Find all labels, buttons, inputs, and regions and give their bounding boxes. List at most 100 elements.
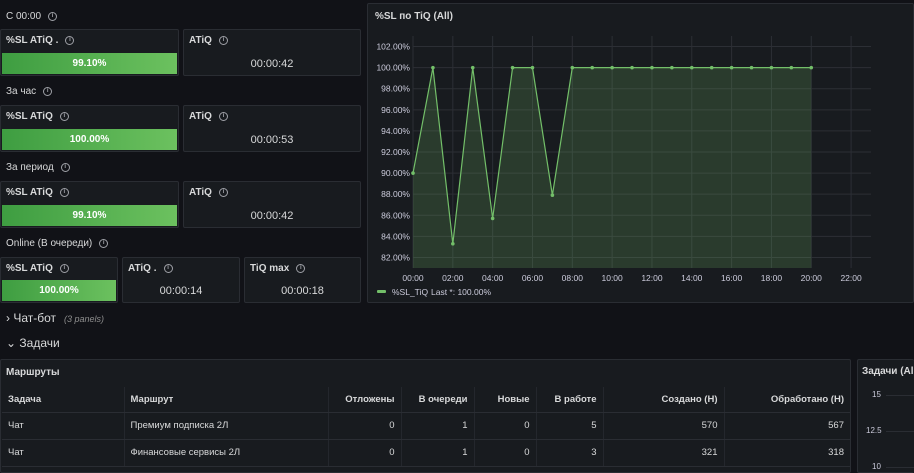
- x-tick-label: 12:00: [641, 273, 663, 283]
- x-tick-label: 20:00: [801, 273, 823, 283]
- table-cell: Финансовые сервисы 2Л: [123, 439, 328, 467]
- atiq-value: 00:00:42: [250, 210, 294, 222]
- section-chatbot[interactable]: › Чат-бот (3 panels): [6, 311, 105, 325]
- online-sl-atiq-panel: %SL ATiQ i 100.00%: [0, 257, 118, 303]
- table-cell: 1: [400, 439, 474, 467]
- column-header[interactable]: Новые: [473, 387, 536, 413]
- chevron-down-icon: ⌄: [6, 336, 17, 350]
- panel-title: %SL ATiQ i: [6, 187, 69, 198]
- data-point: [411, 171, 415, 175]
- atiq-panel: ATiQ i 00:00:42: [183, 181, 361, 228]
- x-tick-label: 04:00: [482, 273, 504, 283]
- sl-atiq-panel: %SL ATiQ i 100.00%: [0, 105, 179, 152]
- table-cell: 318: [723, 439, 850, 467]
- row-label-period: За период i: [6, 162, 70, 173]
- y-tick-label: 10: [872, 462, 881, 471]
- y-tick-label: 98.00%: [381, 84, 410, 94]
- table-cell: 0: [473, 412, 536, 440]
- column-header[interactable]: В работе: [535, 387, 603, 413]
- x-tick-label: 00:00: [402, 273, 424, 283]
- info-icon[interactable]: i: [65, 35, 75, 45]
- x-tick-label: 06:00: [522, 273, 544, 283]
- data-point: [610, 65, 614, 70]
- legend-label: %SL_TiQ: [392, 287, 428, 297]
- column-header[interactable]: Создано (Н): [602, 387, 724, 413]
- info-icon[interactable]: i: [60, 162, 70, 172]
- sl-atiq-panel: %SL ATiQ i 99.10%: [0, 181, 179, 228]
- table-row: Чат Премиум подписка 2Л 0 1 0 5 570 567: [2, 412, 850, 440]
- tasks-chart-panel[interactable]: Задачи (All 15 12.5 10: [857, 359, 914, 473]
- y-tick-label: 82.00%: [381, 252, 410, 262]
- y-tick-label: 84.00%: [381, 231, 410, 241]
- section-tasks[interactable]: ⌄ Задачи: [6, 336, 60, 350]
- info-icon[interactable]: i: [218, 111, 228, 121]
- data-point: [729, 65, 734, 70]
- info-icon[interactable]: i: [218, 187, 228, 197]
- y-tick-label: 86.00%: [381, 210, 410, 220]
- data-point: [789, 65, 794, 70]
- y-tick-label: 90.00%: [381, 168, 410, 178]
- table-cell: 570: [602, 412, 724, 440]
- series-area: [413, 67, 812, 268]
- y-tick-label: 12.5: [866, 426, 882, 435]
- panel-title: %SL ATiQ i: [6, 263, 69, 274]
- data-point: [709, 65, 714, 70]
- info-icon[interactable]: i: [59, 187, 69, 197]
- y-tick-label: 100.00%: [376, 63, 410, 73]
- sl-value-bar: 100.00%: [2, 129, 177, 150]
- sl-atiq-panel: %SL ATiQ .i 99.10%: [0, 29, 179, 76]
- column-header[interactable]: Маршрут: [123, 387, 328, 413]
- data-point: [570, 65, 575, 70]
- x-tick-label: 02:00: [442, 273, 464, 283]
- sl-value-bar: 99.10%: [2, 53, 177, 74]
- sl-tiq-chart-panel[interactable]: %SL по TiQ (All) 82.00% 84.00% 86.00% 88.00…: [367, 3, 914, 303]
- data-point: [490, 216, 495, 221]
- data-point: [650, 65, 654, 70]
- info-icon[interactable]: i: [296, 263, 306, 273]
- row-label-since-midnight: С 00:00 i: [6, 11, 58, 22]
- info-icon[interactable]: i: [99, 238, 109, 248]
- y-tick-label: 15: [872, 390, 881, 399]
- atiq-value: 00:00:42: [250, 58, 294, 70]
- y-tick-label: 102.00%: [376, 42, 410, 52]
- table-row: Чат Финансовые сервисы 2Л 0 1 0 3 321 31…: [2, 439, 850, 467]
- data-point: [769, 65, 774, 70]
- data-point: [749, 65, 754, 70]
- data-point: [630, 65, 634, 70]
- online-tiq-max-panel: TiQ max i 00:00:18: [244, 257, 361, 303]
- routes-table-panel: Маршруты Задача Маршрут Отложены В очере…: [0, 359, 851, 473]
- tasks-chart-title: Задачи (All: [862, 366, 914, 377]
- info-icon[interactable]: i: [48, 11, 58, 21]
- info-icon[interactable]: i: [59, 263, 69, 273]
- table-header-row: Задача Маршрут Отложены В очереди Новые …: [2, 387, 850, 413]
- panel-title: ATiQ i: [189, 187, 228, 198]
- routes-title: Маршруты: [6, 367, 60, 378]
- column-header[interactable]: Отложены: [327, 387, 401, 413]
- column-header[interactable]: В очереди: [400, 387, 474, 413]
- panel-title: ATiQ i: [189, 35, 228, 46]
- panel-title: TiQ max i: [250, 263, 306, 274]
- x-tick-label: 10:00: [601, 273, 623, 283]
- info-icon[interactable]: i: [218, 35, 228, 45]
- table-cell: 321: [602, 439, 724, 467]
- x-tick-label: 14:00: [681, 273, 703, 283]
- info-icon[interactable]: i: [43, 86, 53, 96]
- column-header[interactable]: Задача: [2, 387, 124, 413]
- column-header[interactable]: Обработано (Н): [723, 387, 850, 413]
- gridline: [886, 431, 914, 432]
- info-icon[interactable]: i: [59, 111, 69, 121]
- chevron-right-icon: ›: [6, 311, 10, 325]
- panel-title: %SL ATiQ .i: [6, 35, 75, 46]
- data-point: [590, 65, 595, 70]
- table-cell: 1: [400, 412, 474, 440]
- data-point: [470, 65, 475, 70]
- data-point: [451, 241, 455, 246]
- info-icon[interactable]: i: [163, 263, 173, 273]
- row-label-online: Online (В очереди) i: [6, 238, 109, 249]
- x-tick-label: 16:00: [721, 273, 743, 283]
- table-cell: 0: [327, 439, 401, 467]
- table-cell: 3: [535, 439, 603, 467]
- sl-tiq-chart[interactable]: 82.00% 84.00% 86.00% 88.00% 90.00% 92.00% 94.0…: [368, 4, 913, 302]
- x-tick-label: 18:00: [761, 273, 783, 283]
- table-cell: 0: [327, 412, 401, 440]
